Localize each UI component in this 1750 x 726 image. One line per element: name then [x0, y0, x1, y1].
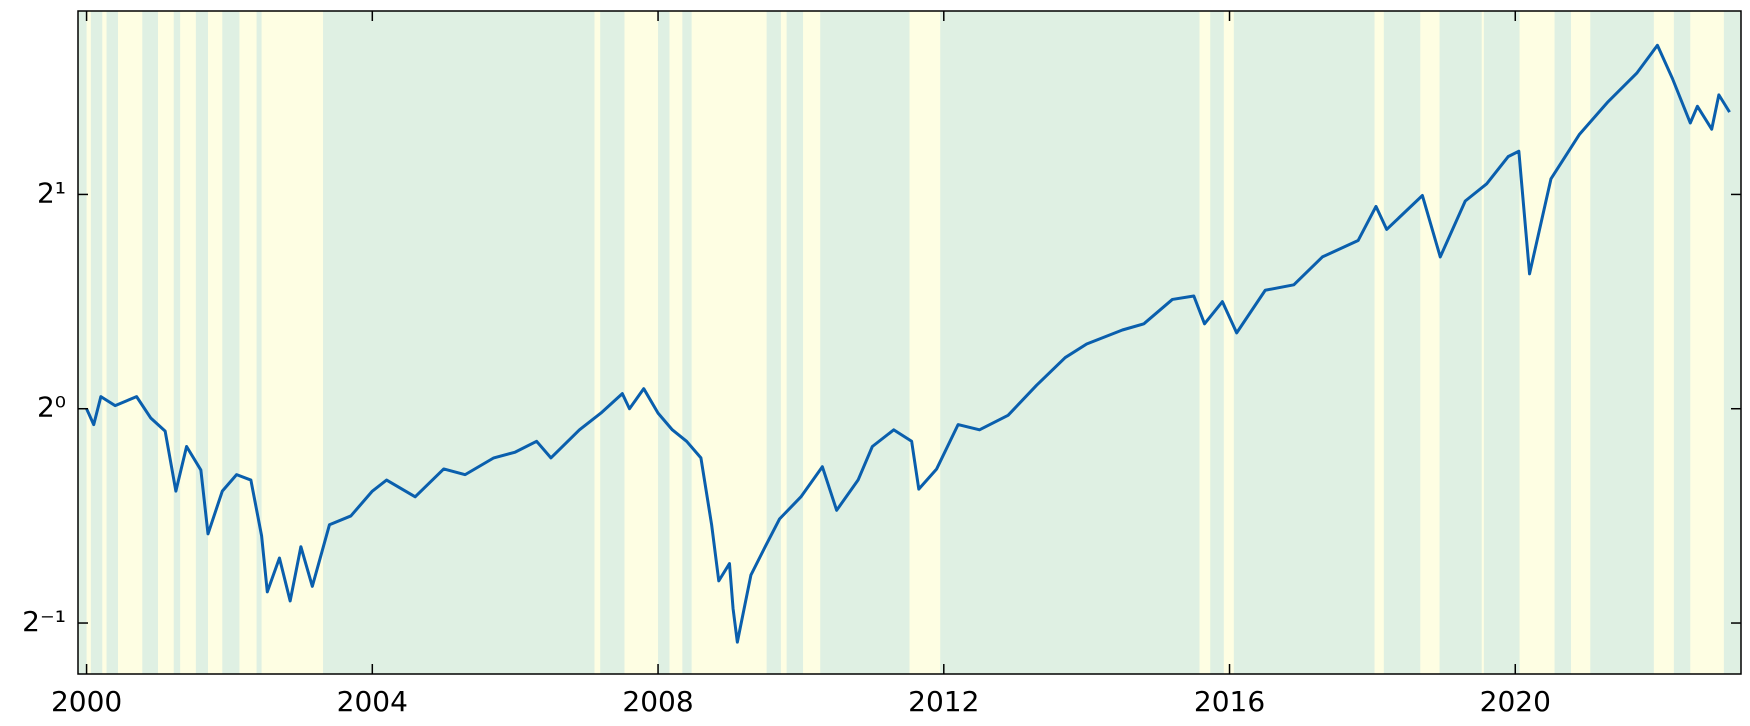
x-tick-label: 2008: [622, 685, 693, 718]
plot-frame: [77, 10, 1742, 675]
shaded-span: [909, 11, 941, 674]
y-tick-label: 2⁻¹: [22, 605, 66, 638]
shaded-span: [780, 11, 787, 674]
shaded-span: [1653, 11, 1674, 674]
shaded-span: [1570, 11, 1591, 674]
shaded-span: [158, 11, 174, 674]
shaded-span: [1374, 11, 1384, 674]
shaded-span: [180, 11, 196, 674]
shaded-span: [1420, 11, 1440, 674]
shaded-span: [239, 11, 257, 674]
shaded-span: [1199, 11, 1211, 674]
shaded-span: [102, 11, 107, 674]
shaded-span: [1519, 11, 1555, 674]
y-tick-label: 2¹: [37, 176, 66, 209]
shaded-span: [118, 11, 143, 674]
shaded-span: [594, 11, 601, 674]
x-tick-label: 2020: [1480, 685, 1551, 718]
x-tick-label: 2016: [1194, 685, 1265, 718]
shaded-span: [669, 11, 683, 674]
shaded-span: [208, 11, 223, 674]
line-series: [85, 43, 1731, 644]
x-tick-label: 2012: [908, 685, 979, 718]
shaded-span: [261, 11, 324, 674]
shaded-span: [624, 11, 659, 674]
y-tick-label: 2⁰: [37, 391, 66, 424]
shaded-span: [1223, 11, 1234, 674]
shaded-span: [1481, 11, 1484, 674]
x-tick-label: 2000: [51, 685, 122, 718]
x-tick-label: 2004: [337, 685, 408, 718]
shaded-span: [803, 11, 821, 674]
shaded-span: [86, 11, 91, 674]
